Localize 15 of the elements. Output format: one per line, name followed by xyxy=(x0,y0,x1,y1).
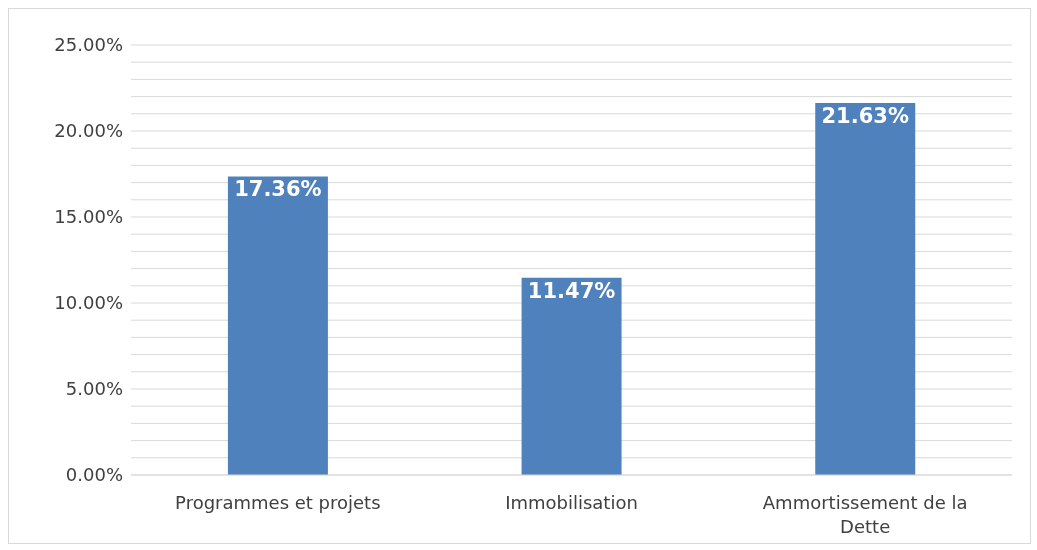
data-label: 11.47% xyxy=(527,278,616,303)
y-tick-label: 15.00% xyxy=(54,206,123,228)
data-label: 21.63% xyxy=(821,103,909,128)
y-tick-label: 5.00% xyxy=(65,378,123,400)
data-label: 17.36% xyxy=(234,177,322,202)
x-tick-label: Ammortissement de la Dette xyxy=(762,492,968,537)
x-tick-label: Programmes et projets xyxy=(175,492,381,513)
y-tick-label: 25.00% xyxy=(54,34,123,56)
bar xyxy=(815,102,916,475)
bar xyxy=(521,277,622,475)
bar xyxy=(227,176,328,475)
y-tick-label: 10.00% xyxy=(54,292,123,314)
y-tick-label: 20.00% xyxy=(54,120,123,142)
x-tick-label: Immobilisation xyxy=(505,492,638,513)
y-tick-label: 0.00% xyxy=(65,464,123,486)
